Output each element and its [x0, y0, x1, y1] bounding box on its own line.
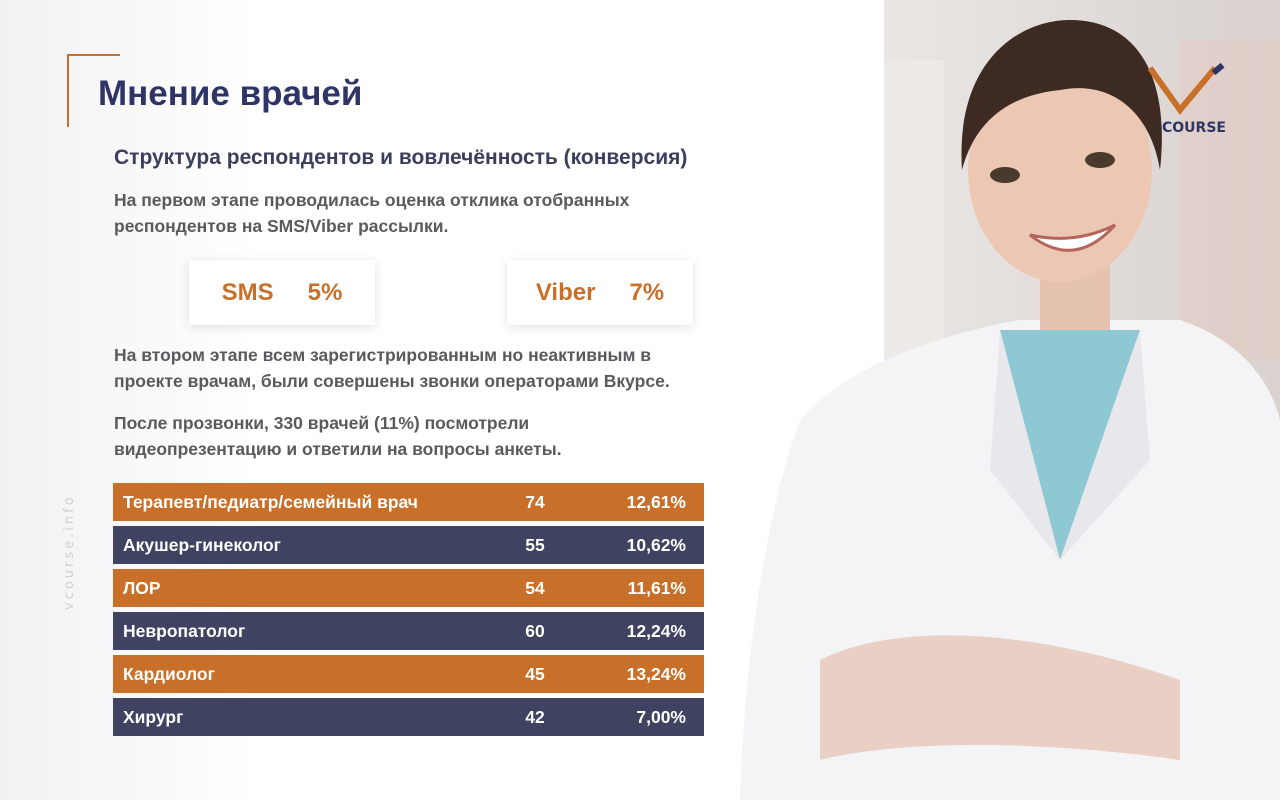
stat-value: 5%: [307, 278, 343, 306]
table-cell: 45: [525, 664, 545, 684]
table-cell: 54: [525, 578, 545, 598]
table-cell: 10,62%: [626, 535, 686, 555]
stat-label: SMS: [221, 278, 274, 306]
stat-label: Viber: [535, 278, 596, 306]
table-row: Кардиолог 45 13,24%: [113, 655, 704, 693]
text-line: проекте врачам, были совершены звонки оп…: [114, 371, 670, 391]
table-row: Хирург 42 7,00%: [113, 698, 704, 736]
table-cell: Кардиолог: [123, 664, 215, 684]
table-cell: 11,61%: [627, 578, 686, 598]
title: Мнение врачей: [98, 74, 363, 113]
table-cell: ЛОР: [123, 578, 161, 598]
table-cell: 55: [525, 535, 545, 555]
text-line: После прозвонки, 330 врачей (11%) посмот…: [114, 413, 530, 433]
table-cell: Акушер-гинеколог: [123, 535, 281, 555]
stat-value: 7%: [629, 278, 665, 306]
table-cell: 12,61%: [626, 492, 686, 512]
table-cell: Хирург: [123, 707, 184, 727]
text-line: респондентов на SMS/Viber рассылки.: [114, 216, 449, 236]
paragraph: На втором этапе всем зарегистрированным …: [114, 342, 670, 394]
stat-box: Viber 7%: [507, 260, 693, 325]
table-cell: 74: [525, 492, 545, 512]
table-cell: 7,00%: [636, 707, 686, 727]
table-row: Терапевт/педиатр/семейный врач 74 12,61%: [113, 483, 704, 521]
text-line: видеопрезентацию и ответили на вопросы а…: [114, 439, 562, 459]
text-line: На первом этапе проводилась оценка откли…: [114, 190, 630, 210]
table-cell: Терапевт/педиатр/семейный врач: [123, 492, 418, 512]
text-line: На втором этапе всем зарегистрированным …: [114, 345, 652, 365]
table-row: ЛОР 54 11,61%: [113, 569, 704, 607]
table-cell: 13,24%: [626, 664, 686, 684]
table-cell: 60: [525, 621, 545, 641]
table-row: Акушер-гинеколог 55 10,62%: [113, 526, 704, 564]
table-cell: Невропатолог: [123, 621, 246, 641]
table-cell: 42: [525, 707, 545, 727]
table-row: Невропатолог 60 12,24%: [113, 612, 704, 650]
logo-text: COURSE: [1162, 120, 1226, 136]
paragraph: После прозвонки, 330 врачей (11%) посмот…: [114, 410, 562, 462]
stat-box: SMS 5%: [189, 260, 375, 325]
subtitle: Структура респондентов и вовлечённость (…: [114, 146, 688, 169]
side-text: vcourse.info: [62, 494, 77, 610]
table-cell: 12,24%: [626, 621, 686, 641]
paragraph: На первом этапе проводилась оценка откли…: [114, 187, 629, 239]
